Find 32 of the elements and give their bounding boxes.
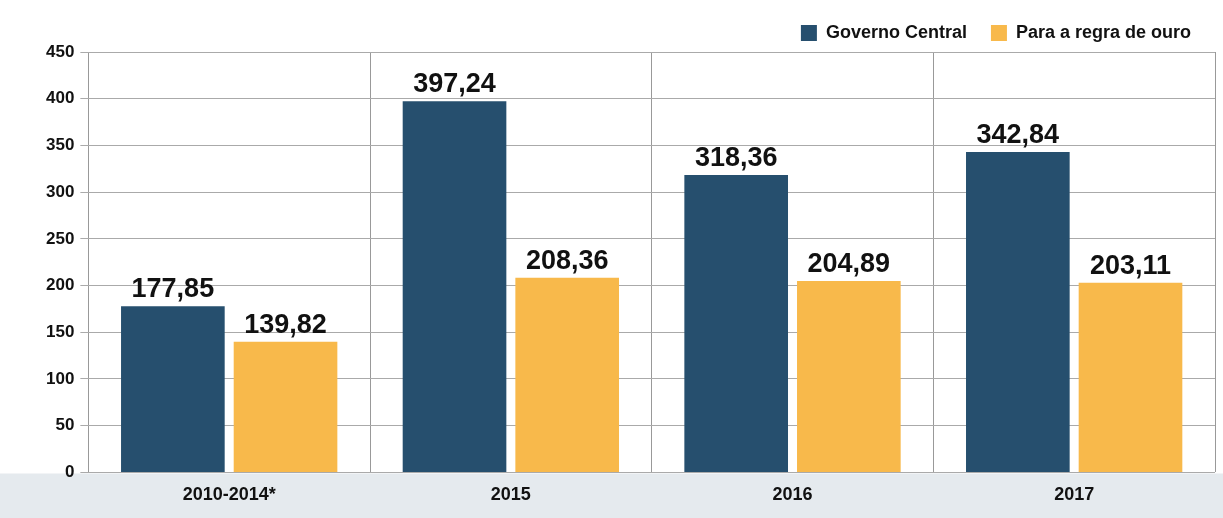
y-tick-label: 250: [45, 228, 75, 248]
y-tick-label: 350: [45, 135, 75, 155]
y-tick-label: 450: [45, 41, 75, 61]
x-tick-label: 2015: [490, 484, 531, 505]
bar: [233, 341, 338, 472]
y-tick-label: 100: [45, 368, 75, 388]
bar: [797, 280, 901, 472]
y-tick-label: 200: [45, 275, 75, 295]
data-label: 177,85: [131, 273, 215, 304]
data-label: 318,36: [694, 141, 778, 172]
legend-label: Governo Central: [825, 21, 967, 42]
x-tick-label: 2017: [1054, 484, 1095, 505]
y-tick-label: 150: [45, 321, 75, 341]
x-tick-label: 2016: [772, 484, 813, 505]
bar: [121, 306, 225, 472]
y-tick-label: 300: [45, 181, 75, 201]
data-label: 397,24: [413, 68, 496, 99]
bar: [402, 101, 507, 472]
data-label: 342,84: [976, 119, 1060, 150]
y-tick-label: 0: [64, 462, 75, 482]
legend-label: Para a regra de ouro: [1015, 21, 1192, 42]
bar: [1078, 282, 1183, 472]
x-tick-label: 2010-2014*: [182, 484, 276, 505]
bar: [966, 152, 1070, 472]
data-label: 204,89: [807, 247, 891, 278]
bar: [515, 277, 620, 472]
y-tick-label: 400: [45, 88, 75, 108]
data-label: 203,11: [1089, 249, 1172, 280]
data-label: 139,82: [244, 308, 327, 339]
bar: [684, 174, 789, 472]
y-tick-label: 50: [55, 415, 75, 435]
data-label: 208,36: [525, 244, 609, 275]
